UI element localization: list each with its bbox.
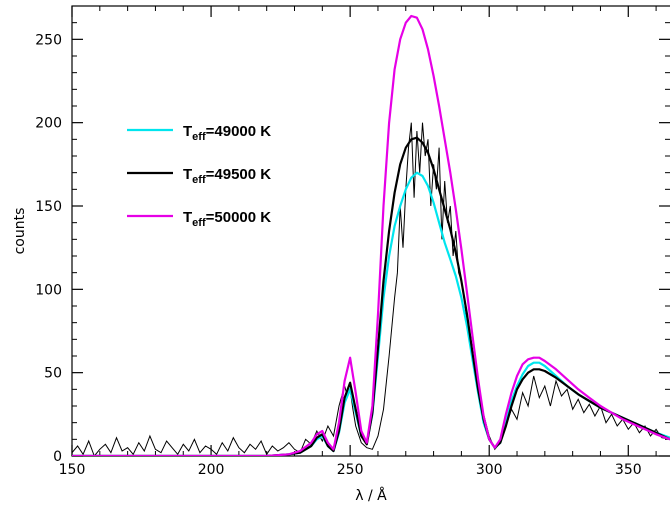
- y-axis-title: counts: [12, 208, 28, 255]
- x-tick-label: 150: [59, 462, 86, 478]
- y-tick-label: 50: [44, 366, 62, 382]
- legend-label: Teff=50000 K: [183, 209, 271, 229]
- x-axis-title: λ / Å: [355, 487, 387, 504]
- x-tick-label: 200: [198, 462, 225, 478]
- plot-border: [71, 5, 670, 457]
- plot-frame: [71, 5, 670, 457]
- plot-area: [72, 14, 670, 456]
- legend-label: Teff=49500 K: [183, 166, 271, 186]
- y-tick-label: 100: [35, 282, 62, 298]
- observed-spectrum-line: [72, 122, 670, 456]
- legend: Teff=49000 K Teff=49500 K Teff=50000 K: [127, 123, 271, 229]
- model-50000k-line: [72, 14, 670, 456]
- model-49500k-line: [72, 136, 670, 456]
- x-tick-label: 300: [476, 462, 503, 478]
- y-tick-label: 250: [35, 32, 62, 48]
- y-tick-label: 200: [35, 116, 62, 132]
- x-tick-label: 350: [615, 462, 642, 478]
- x-tick-label: 250: [337, 462, 364, 478]
- x-axis: 150 200 250 300 350: [59, 6, 657, 478]
- y-tick-label: 0: [53, 449, 62, 465]
- legend-label: Teff=49000 K: [183, 123, 271, 143]
- y-tick-label: 150: [35, 199, 62, 215]
